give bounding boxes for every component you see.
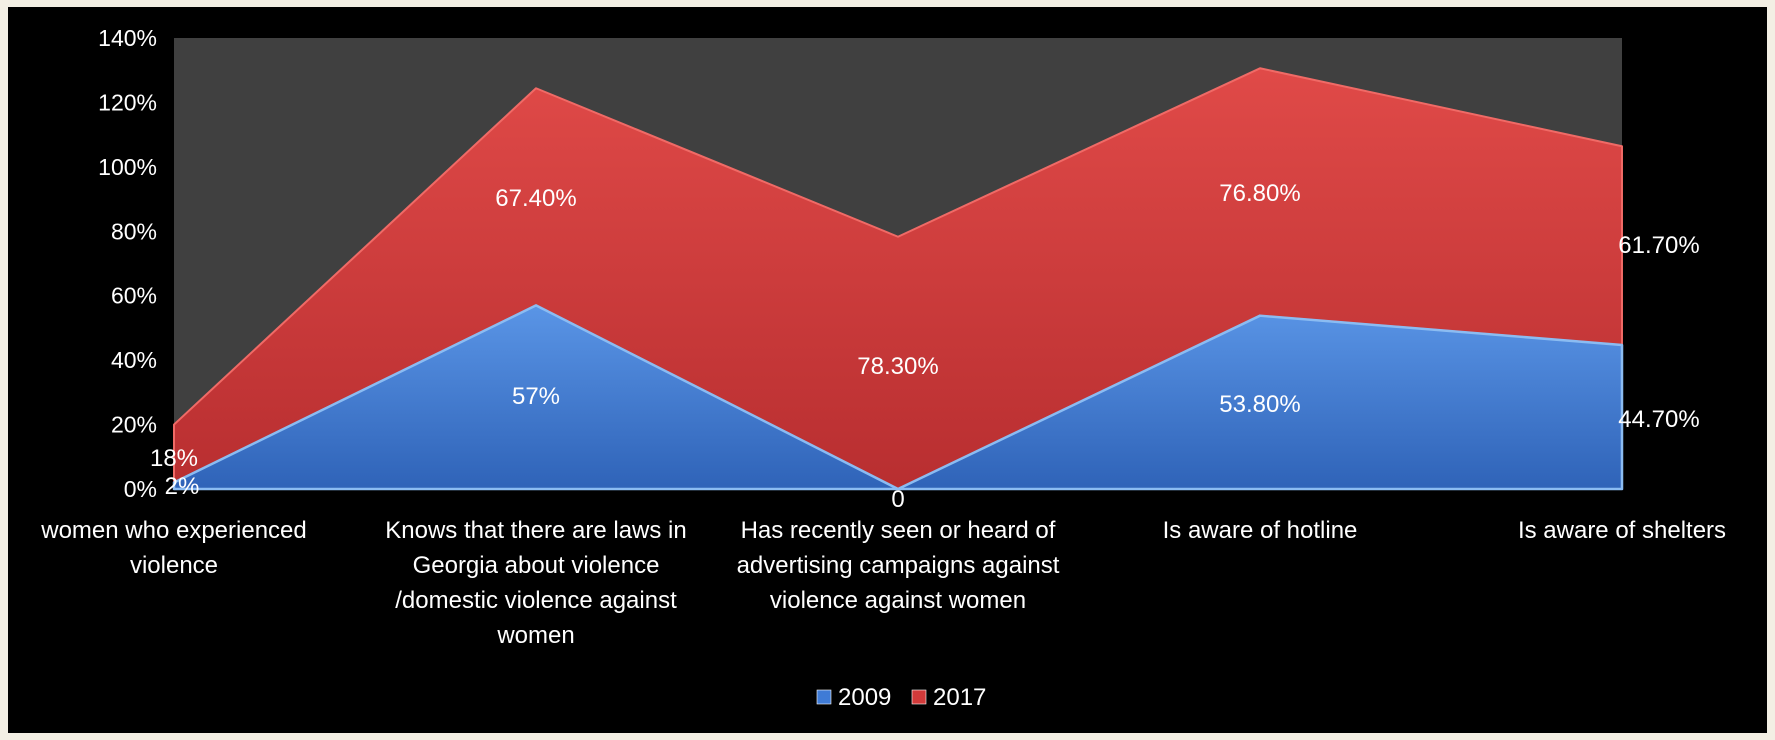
x-category-label: women who experienced [40,517,307,544]
data-label-2017: 18% [150,445,198,472]
x-category-label: Is aware of shelters [1518,517,1726,544]
legend-swatch [816,689,832,705]
data-label-2017: 61.70% [1618,232,1699,259]
data-label-2009: 0 [891,486,904,513]
x-category-label: Georgia about violence [413,552,660,579]
x-category-label: advertising campaigns against [737,552,1060,579]
data-label-2009: 2% [165,473,200,500]
legend-label: 2017 [933,684,986,711]
y-tick-label: 60% [111,283,157,309]
legend-label: 2009 [838,684,891,711]
x-category-label: Has recently seen or heard of [741,517,1056,544]
stacked-area-chart: 0% 20% 40% 60% 80% 100% 120% 140% women who exp… [40,25,1726,711]
area-series-2009 [172,304,1624,491]
data-label-2009: 57% [512,383,560,410]
y-tick-label: 100% [98,154,157,180]
x-category-label: /domestic violence against [395,587,677,614]
y-tick-label: 120% [98,89,157,115]
y-tick-label: 0% [124,476,157,502]
x-category-label: Knows that there are laws in [385,517,687,544]
y-tick-label: 40% [111,347,157,373]
x-category-label: Is aware of hotline [1163,517,1358,544]
chart-frame: 0% 20% 40% 60% 80% 100% 120% 140% women who exp… [8,7,1767,733]
data-label-2017: 78.30% [857,353,938,380]
y-tick-label: 80% [111,218,157,244]
legend-swatch [911,689,927,705]
y-tick-label: 20% [111,412,157,438]
data-label-2017: 67.40% [495,185,576,212]
legend: 2009 2017 [816,684,986,711]
x-category-label: violence [130,552,218,579]
data-label-2009: 44.70% [1618,406,1699,433]
x-category-label: women [496,622,574,649]
data-label-2017: 76.80% [1219,180,1300,207]
y-tick-label: 140% [98,25,157,51]
x-category-label: violence against women [770,587,1026,614]
data-label-2009: 53.80% [1219,391,1300,418]
